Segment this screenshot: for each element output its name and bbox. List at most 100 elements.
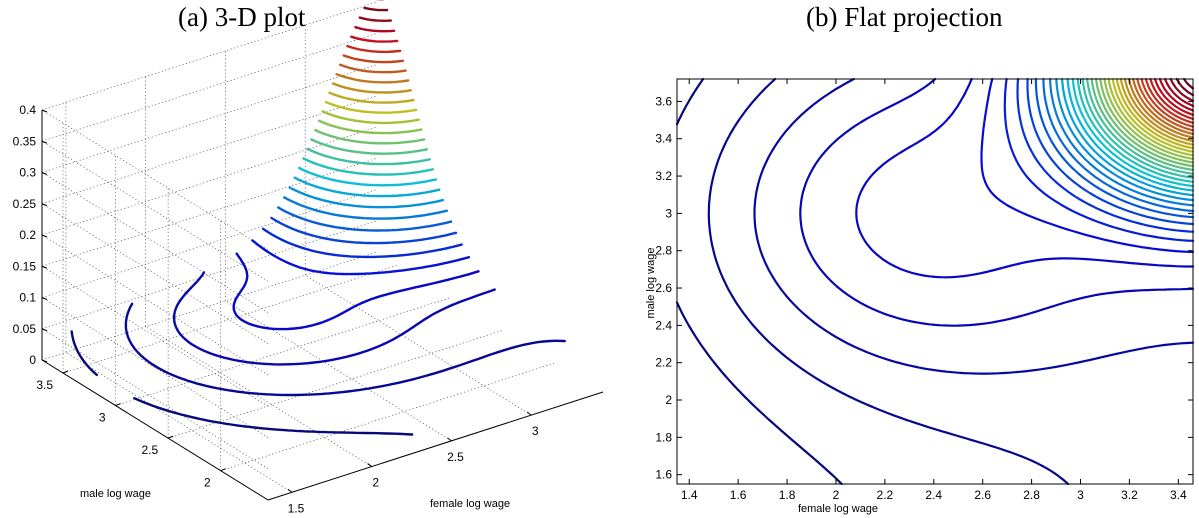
chart-b-contour-line [1149, 77, 1195, 120]
chart-b-xlabel: female log wage [798, 503, 878, 515]
chart-a-contour-line [346, 44, 402, 54]
chart-a-contour-line [70, 330, 414, 436]
chart-b-title: (b) Flat projection [806, 2, 1003, 32]
chart-a-xtick-label: 2.5 [447, 450, 464, 464]
chart-a-tick-labels: 1.5 2 2.5 3 2 2.5 3 3.50 0.05 0.1 0.15 0.2 0.25 0.3 0.… [13, 103, 539, 515]
chart-a-ztick-label: 0.35 [13, 134, 37, 148]
chart-a-ztick-label: 0.1 [19, 291, 36, 305]
chart-b-contour-line [1163, 77, 1195, 107]
chart-a-ztick [41, 109, 48, 113]
chart-b-contour-line [1182, 77, 1195, 90]
chart-a-zgrid-back [41, 1, 378, 111]
chart-b-ytick-label: 1.6 [655, 468, 672, 482]
chart-b-contour-line [707, 77, 1070, 486]
chart-3d-plot: 1.5 2 2.5 3 2 2.5 3 3.50 0.05 0.1 0.15 0.2 0.25 0.3 0.… [13, 0, 604, 515]
chart-a-ztick [41, 140, 48, 144]
chart-a-contour-line [293, 176, 441, 198]
chart-a-zgrid-side [41, 109, 269, 251]
chart-a-contour-line [288, 186, 445, 209]
chart-a-ytick-label: 2 [204, 476, 211, 490]
chart-a-ztick [41, 234, 48, 238]
chart-b-ylabel: male log wage [645, 248, 657, 319]
chart-b-ytick-label: 2.4 [655, 318, 672, 332]
chart-b-contour-line [1066, 77, 1195, 192]
chart-a-xtick [447, 437, 452, 442]
chart-b-contour-line [1153, 77, 1195, 116]
chart-b-contour-line [1003, 77, 1195, 242]
chart-a-ztick-label: 0.25 [13, 197, 37, 211]
chart-a-ztick [41, 359, 48, 363]
chart-a-ytick-label: 3 [99, 411, 106, 425]
chart-a-ytick [167, 435, 174, 439]
chart-a-contour-line [310, 138, 429, 155]
chart-a-ztick-label: 0.3 [19, 166, 36, 180]
chart-b-contour-line [675, 77, 843, 486]
chart-b-contour-line [799, 77, 1195, 327]
chart-b-contour-line [1175, 77, 1195, 97]
chart-a-gridlines [41, 1, 556, 501]
chart-a-zgrid-back [41, 64, 378, 173]
chart-b-tick-labels: 1.4 1.6 1.8 2 2.2 2.4 2.6 2.8 3 3.2 3.4 1.6 1.8 2 2.2 2… [655, 94, 1187, 502]
chart-a-ytick [62, 370, 69, 374]
chart-a-ytick-label: 2.5 [141, 443, 158, 457]
chart-a-ztick-label: 0.2 [19, 228, 36, 242]
chart-b-xtick-label: 2.4 [925, 488, 942, 502]
chart-a-zgrid-back [41, 189, 378, 298]
chart-b-xtick-label: 1.6 [730, 488, 747, 502]
chart-b-contour-line [1090, 77, 1195, 171]
chart-b-contour-line [1055, 77, 1195, 202]
chart-b-contour-line [1094, 77, 1195, 168]
chart-b-xtick-label: 3 [1077, 488, 1084, 502]
chart-a-contour-line [324, 100, 418, 114]
chart-a-xtick-label: 1.5 [288, 501, 305, 515]
chart-a-xgrid-floor [305, 274, 532, 416]
chart-b-ytick-label: 2.8 [655, 244, 672, 258]
chart-a-ygrid-floor [220, 362, 556, 472]
chart-a-ygrid-floor [115, 297, 451, 406]
chart-b-xtick-label: 2.2 [877, 488, 894, 502]
chart-b-contour-line [1158, 77, 1195, 112]
chart-b-contour-line [1103, 77, 1195, 160]
chart-b-contour-line [1136, 77, 1195, 132]
chart-b-contour-line [855, 77, 1195, 279]
chart-b-xtick-label: 1.4 [681, 488, 698, 502]
chart-a-ztick-label: 0 [29, 353, 36, 367]
chart-b-contour-line [1042, 77, 1195, 213]
chart-a-xgrid-floor [225, 300, 452, 442]
chart-a-contour-line [342, 54, 405, 64]
chart-a-zgrid-side [41, 234, 269, 376]
chart-a-contour-line [314, 128, 426, 145]
chart-a-ztick-label: 0.05 [13, 322, 37, 336]
chart-b-ytick-label: 2.6 [655, 281, 672, 295]
chart-b-contour-line [1076, 77, 1195, 183]
chart-a-zgrid-back [41, 32, 378, 142]
chart-a-zgrid-back [41, 157, 378, 267]
chart-a-xtick-label: 3 [532, 424, 539, 438]
chart-a-xtick [526, 411, 532, 416]
chart-a-contour-line [335, 73, 410, 84]
chart-b-xtick-label: 2 [833, 488, 840, 502]
chart-a-ztick-label: 0.15 [13, 259, 37, 273]
chart-a-contours [70, 0, 566, 436]
chart-a-zgrid-side [41, 328, 269, 470]
chart-a-zgrid-side [41, 297, 269, 438]
chart-a-contour-line [277, 206, 453, 232]
chart-a-xgrid-floor [65, 351, 293, 493]
chart-a-ylabel: male log wage [80, 488, 151, 500]
chart-a-contour-line [358, 16, 392, 22]
chart-a-contour-line [172, 271, 496, 366]
chart-a-contour-line [124, 302, 566, 397]
chart-a-ztick [41, 203, 48, 207]
chart-a-ygrid-floor [62, 264, 399, 374]
chart-a-xaxis [267, 391, 604, 501]
chart-b-contour-line [1115, 77, 1195, 150]
chart-b-contour-line [1061, 77, 1195, 197]
chart-a-zgrid-back [41, 126, 378, 236]
chart-b-contour-line [1140, 77, 1195, 128]
chart-b-contour-line [1016, 77, 1195, 233]
chart-a-contour-line [331, 82, 412, 94]
chart-a-contour-line [354, 26, 396, 33]
chart-a-contour-line [321, 110, 420, 125]
chart-a-ztick-label: 0.4 [19, 103, 36, 117]
chart-b-contour-line [1132, 77, 1195, 136]
